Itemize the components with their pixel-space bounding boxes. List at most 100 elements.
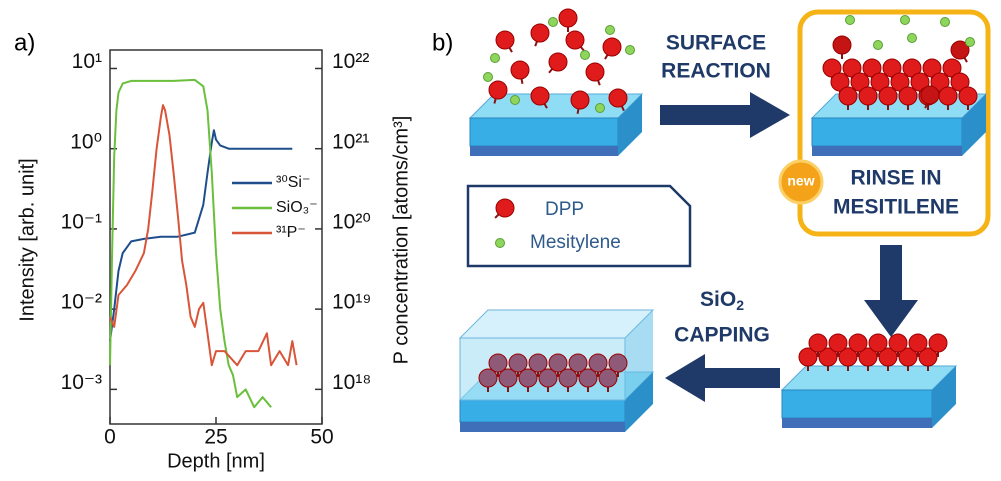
y-axis-label: Intensity [arb. unit] bbox=[16, 158, 38, 321]
step-label-part: SiO bbox=[700, 288, 736, 311]
substrate-base bbox=[470, 146, 618, 156]
figure: a) Intensity [arb. unit] P concentration… bbox=[0, 0, 1001, 476]
molecule-head bbox=[511, 61, 529, 79]
y-tick-label: 10⁻³ bbox=[61, 371, 102, 394]
step-label: MESITILENE bbox=[833, 196, 959, 219]
substrate-front bbox=[782, 390, 932, 418]
substrate-base bbox=[812, 146, 962, 156]
molecule-head bbox=[589, 354, 607, 372]
legend-label: SiO₃⁻ bbox=[276, 199, 318, 216]
y2-tick-label: 10¹⁸ bbox=[332, 371, 371, 394]
solvent-molecule bbox=[901, 16, 910, 25]
solvent-molecule bbox=[966, 38, 975, 47]
y-tick-label: 10⁰ bbox=[70, 130, 102, 153]
molecule-head bbox=[839, 87, 857, 105]
process-arrow bbox=[665, 354, 780, 402]
molecule-head bbox=[879, 87, 897, 105]
molecule-head bbox=[609, 89, 627, 107]
panel-label: b) bbox=[432, 29, 453, 56]
legend-box bbox=[468, 186, 690, 266]
molecule-head bbox=[496, 31, 514, 49]
x-tick-label: 50 bbox=[310, 426, 333, 449]
y-tick-label: 10¹ bbox=[72, 50, 102, 73]
molecule-head bbox=[559, 9, 577, 27]
solvent-molecule bbox=[596, 104, 605, 113]
solvent-molecule bbox=[908, 34, 917, 43]
step-label-sub: 2 bbox=[736, 297, 744, 313]
molecule-head bbox=[489, 81, 507, 99]
y2-tick-label: 10¹⁹ bbox=[332, 291, 371, 314]
substrate-front bbox=[470, 118, 618, 146]
y2-tick-label: 10²¹ bbox=[332, 130, 369, 153]
molecule-head bbox=[959, 87, 977, 105]
step-label: REACTION bbox=[661, 60, 771, 83]
step-label: SURFACE bbox=[666, 32, 766, 55]
series-line bbox=[110, 105, 297, 365]
solvent-molecule bbox=[484, 73, 493, 82]
molecule-head bbox=[909, 334, 927, 352]
molecule-head bbox=[929, 334, 947, 352]
x-tick-label: 0 bbox=[104, 426, 116, 449]
solvent-molecule bbox=[941, 18, 950, 27]
molecule-head bbox=[531, 87, 549, 105]
molecule-head bbox=[609, 354, 627, 372]
molecule-head bbox=[489, 354, 507, 372]
solvent-molecule bbox=[549, 18, 558, 27]
molecule-head bbox=[809, 334, 827, 352]
series-line bbox=[110, 80, 271, 407]
diagram: SURFACE REACTION new RINSE IN MESITILENE SiO2… bbox=[460, 9, 988, 432]
solvent-molecule bbox=[874, 41, 883, 50]
step-label: SiO2 bbox=[700, 288, 744, 313]
y2-axis-label: P concentration [atoms/cm³] bbox=[390, 116, 412, 365]
molecule-head bbox=[603, 38, 621, 56]
legend-label: ³¹P⁻ bbox=[276, 224, 306, 241]
molecule-head bbox=[849, 334, 867, 352]
solvent-molecule bbox=[606, 26, 615, 35]
y-tick-label: 10⁻¹ bbox=[61, 210, 102, 233]
molecule-head bbox=[549, 354, 567, 372]
molecule-head bbox=[889, 334, 907, 352]
substrate-base bbox=[782, 418, 932, 428]
molecule-head bbox=[939, 87, 957, 105]
solvent-molecule bbox=[491, 54, 500, 63]
molecule-head bbox=[496, 199, 514, 217]
solvent-molecule bbox=[496, 239, 505, 248]
substrate-base bbox=[460, 422, 625, 432]
molecule-head bbox=[569, 354, 587, 372]
panel-label: a) bbox=[14, 29, 35, 56]
step-label: CAPPING bbox=[674, 324, 770, 347]
molecule-head bbox=[529, 354, 547, 372]
molecule-head bbox=[859, 87, 877, 105]
process-arrow bbox=[864, 245, 918, 337]
molecule-head bbox=[571, 91, 589, 109]
x-axis-label: Depth [nm] bbox=[167, 450, 265, 472]
series-line bbox=[110, 130, 292, 341]
substrate-front bbox=[812, 118, 962, 146]
solvent-molecule bbox=[581, 51, 590, 60]
process-arrow bbox=[660, 92, 790, 138]
step-label: RINSE IN bbox=[850, 167, 941, 190]
solvent-molecule bbox=[846, 16, 855, 25]
molecule-head bbox=[586, 63, 604, 81]
y-tick-label: 10⁻² bbox=[61, 291, 102, 314]
legend-label: ³⁰Si⁻ bbox=[276, 174, 310, 191]
capping-top bbox=[460, 310, 653, 338]
molecule-head bbox=[899, 87, 917, 105]
molecule-head bbox=[509, 354, 527, 372]
molecule-head bbox=[566, 31, 584, 49]
y2-tick-label: 10²⁰ bbox=[332, 210, 371, 233]
molecule-head bbox=[549, 53, 567, 71]
y2-tick-label: 10²² bbox=[332, 50, 369, 73]
molecule-head bbox=[829, 334, 847, 352]
x-tick-label: 25 bbox=[204, 426, 227, 449]
molecule-head bbox=[833, 36, 851, 54]
badge-label: new bbox=[787, 173, 814, 189]
substrate-front bbox=[460, 400, 625, 422]
legend-label: Mesitylene bbox=[530, 232, 621, 253]
molecule-head bbox=[921, 86, 939, 104]
legend-label: DPP bbox=[545, 199, 584, 220]
molecule-head bbox=[531, 24, 549, 42]
solvent-molecule bbox=[626, 46, 635, 55]
solvent-molecule bbox=[511, 96, 520, 105]
molecule-head bbox=[869, 334, 887, 352]
